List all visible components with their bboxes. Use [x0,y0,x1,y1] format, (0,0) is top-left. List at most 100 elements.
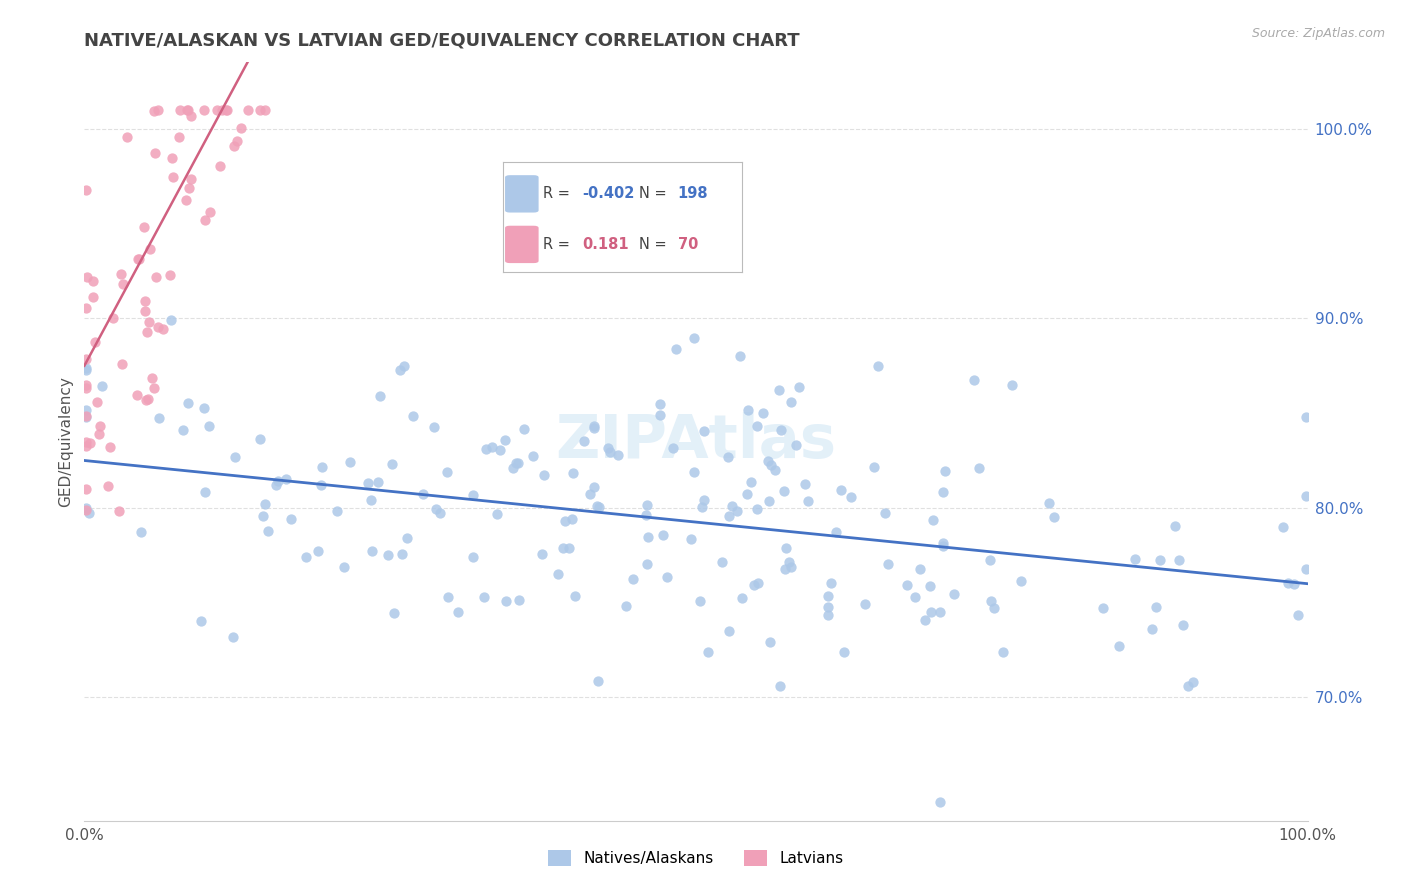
Point [75,482,97,496]
Point [135,392,157,407]
Point [101,311,124,326]
Point [721,500,744,514]
Point [735,487,758,501]
Point [274,472,297,486]
Point [333,559,356,574]
Point [607,448,630,462]
Point [127,252,149,266]
Point [231,120,253,135]
Point [651,528,673,542]
Point [128,252,150,266]
Point [513,422,536,436]
Point [75,301,97,315]
Point [758,634,780,648]
Point [980,594,1002,608]
Point [506,190,529,204]
Point [222,630,245,644]
Point [141,371,163,385]
Point [1043,509,1066,524]
Point [97,479,120,493]
Point [495,594,517,608]
Point [711,555,734,569]
Point [596,441,619,455]
Point [75,403,97,417]
Point [211,103,233,117]
Point [381,457,404,471]
Point [817,589,839,603]
Point [636,558,658,572]
Point [775,541,797,556]
Point [179,180,201,194]
Point [82,290,104,304]
Point [132,219,155,234]
Point [309,478,332,492]
Legend: Natives/Alaskans, Latvians: Natives/Alaskans, Latvians [548,850,844,866]
Point [75,361,97,376]
Point [553,541,575,555]
Point [75,183,97,197]
Point [190,614,212,628]
Point [718,509,741,524]
Point [339,454,361,468]
Point [193,401,215,415]
Point [224,450,246,465]
Point [583,421,606,435]
Point [377,549,399,563]
Point [194,212,217,227]
Point [875,506,897,520]
Point [360,544,382,558]
Point [747,576,769,591]
Point [983,601,1005,615]
Point [508,456,530,470]
Point [194,484,217,499]
Point [681,532,703,546]
Point [920,605,942,619]
Point [311,460,333,475]
Point [967,461,990,475]
Point [143,104,166,119]
Point [932,536,955,550]
Point [564,589,586,603]
Point [533,467,555,482]
Point [75,363,97,377]
Point [129,524,152,539]
Point [662,441,685,455]
Point [76,270,98,285]
Point [877,558,900,572]
Point [481,440,503,454]
Point [655,570,678,584]
Point [830,483,852,497]
Point [1108,640,1130,654]
Text: Source: ZipAtlas.com: Source: ZipAtlas.com [1251,27,1385,40]
Point [1295,489,1317,503]
Point [1123,551,1146,566]
Point [769,423,792,437]
Point [780,394,803,409]
Point [475,442,498,456]
Point [582,480,605,494]
Point [75,435,97,450]
Point [745,419,768,434]
Point [423,419,446,434]
Point [357,475,380,490]
Point [991,645,1014,659]
Point [145,270,167,285]
Point [648,408,671,422]
Point [254,103,277,117]
Point [697,645,720,659]
Point [215,103,238,117]
Point [360,492,382,507]
Text: R =: R = [543,186,575,202]
Point [1001,378,1024,392]
Point [86,394,108,409]
Point [75,502,97,516]
Point [180,109,202,123]
Point [152,322,174,336]
Text: N =: N = [640,186,672,202]
Point [648,397,671,411]
Point [87,426,110,441]
Point [136,392,159,406]
Point [693,424,716,438]
Point [1092,601,1115,615]
Point [682,330,704,344]
